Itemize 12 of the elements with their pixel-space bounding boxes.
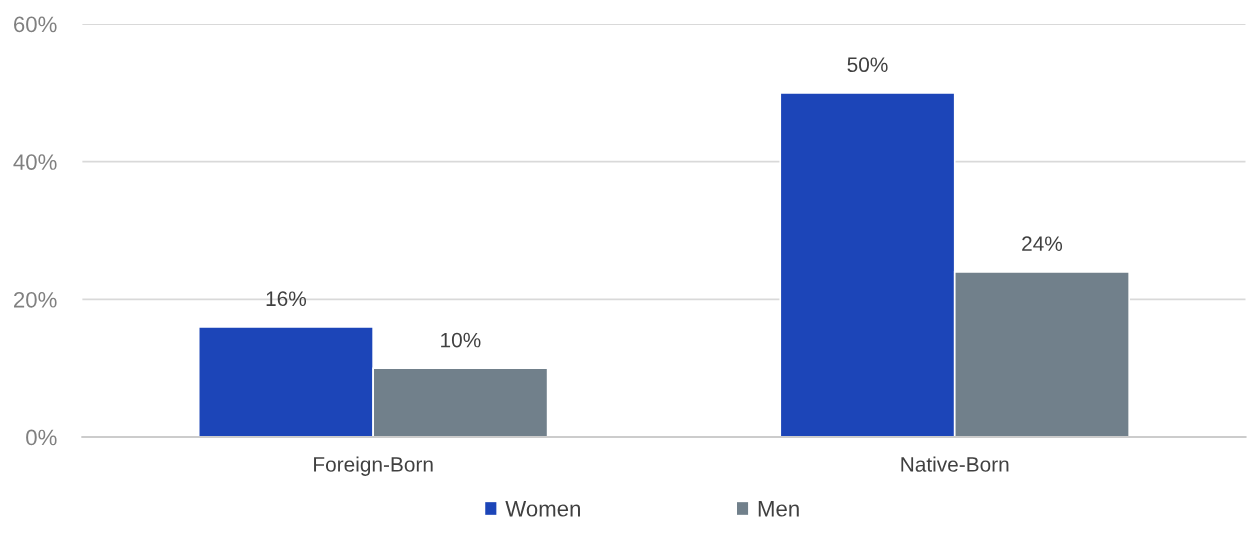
legend-label: Women [505,501,580,517]
y-tick-label: 40% [13,154,57,170]
x-tick-label: Native-Born [901,456,1009,472]
y-tick-label: 20% [14,291,57,308]
y-tick-label: 60% [14,16,57,33]
data-label: 10% [441,332,481,348]
legend-label: Men [758,501,799,517]
data-label: 16% [266,291,307,307]
x-tick-label: Foreign-Born [314,456,433,476]
y-tick-label: 0% [26,429,57,446]
data-label: 24% [1022,236,1063,251]
data-label: 50% [847,57,888,73]
